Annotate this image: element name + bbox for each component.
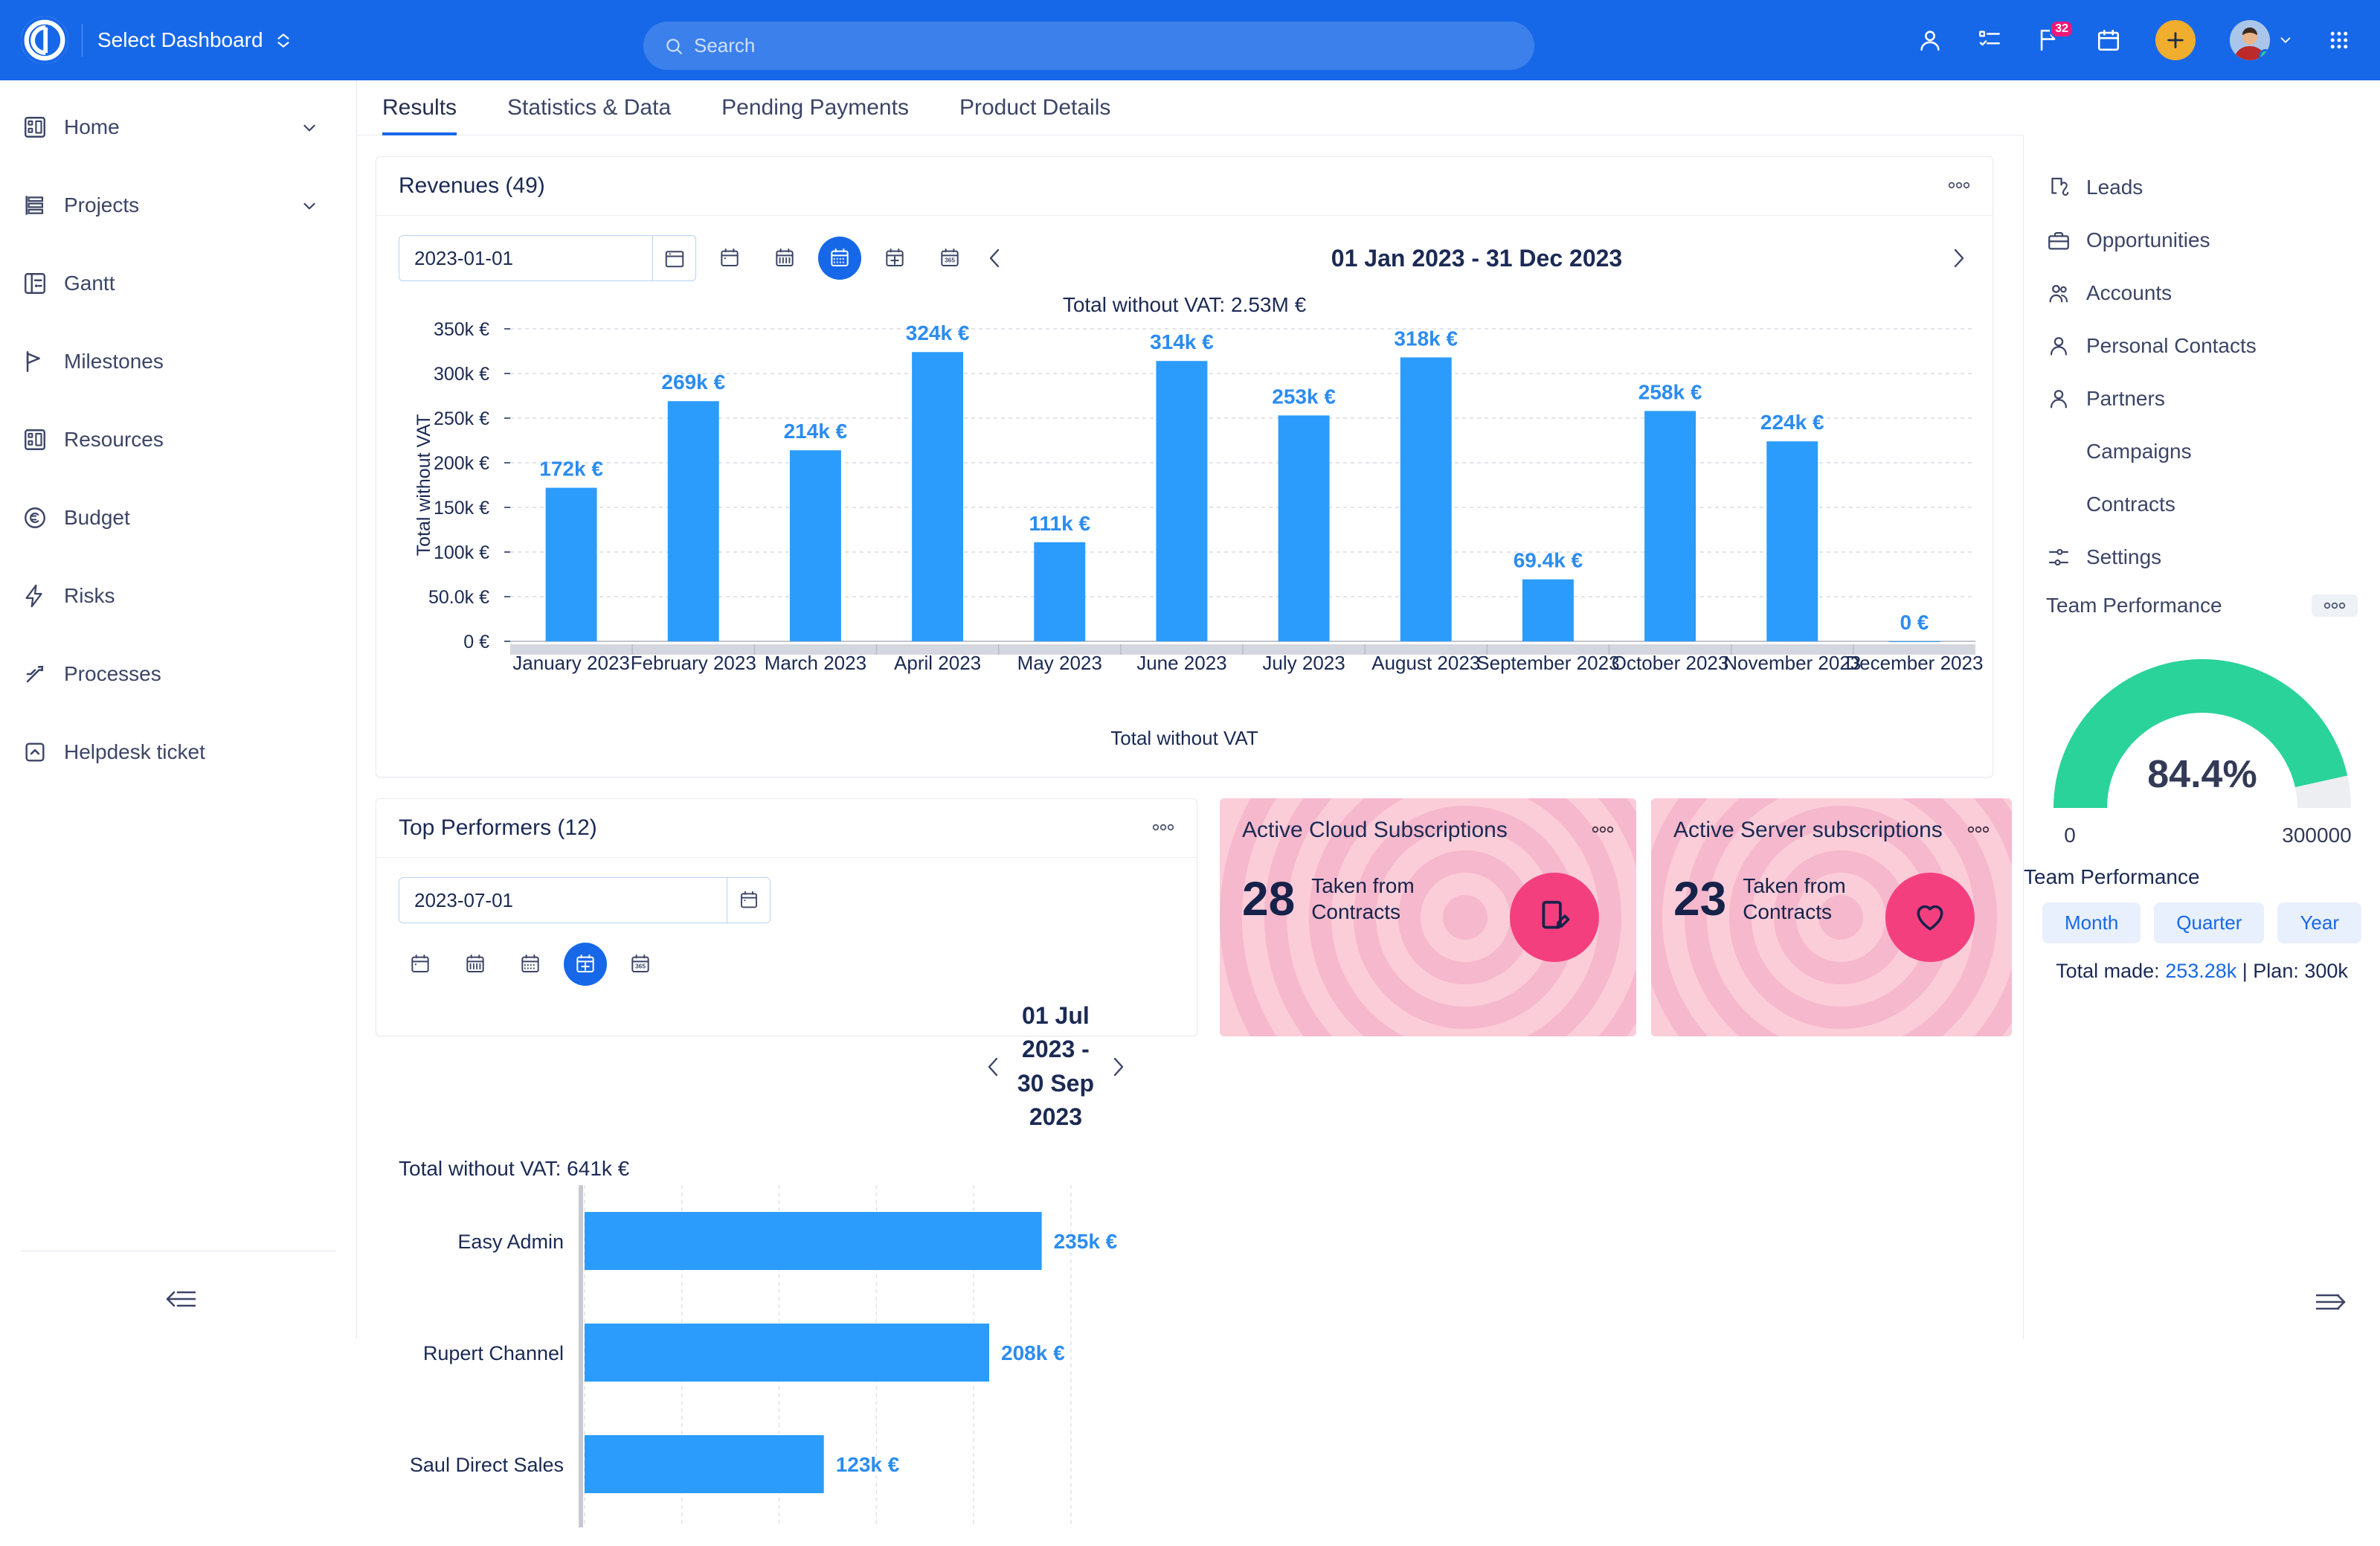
- svg-text:253k €: 253k €: [1272, 385, 1336, 408]
- svg-text:September 2023: September 2023: [1476, 652, 1619, 674]
- svg-text:314k €: 314k €: [1150, 330, 1214, 353]
- svg-text:250k €: 250k €: [434, 408, 489, 429]
- svg-text:Saul Direct Sales: Saul Direct Sales: [410, 1454, 564, 1476]
- svg-text:208k €: 208k €: [1001, 1341, 1065, 1364]
- svg-text:235k €: 235k €: [1054, 1230, 1118, 1253]
- svg-text:365: 365: [945, 257, 955, 264]
- svg-text:258k €: 258k €: [1638, 380, 1702, 403]
- svg-text:August 2023: August 2023: [1371, 652, 1480, 674]
- svg-text:50.0k €: 50.0k €: [428, 587, 489, 608]
- svg-text:October 2023: October 2023: [1612, 652, 1729, 674]
- svg-text:April 2023: April 2023: [894, 652, 981, 674]
- svg-text:June 2023: June 2023: [1136, 652, 1226, 674]
- svg-text:0 €: 0 €: [463, 632, 489, 652]
- svg-text:300000: 300000: [2282, 824, 2351, 847]
- svg-text:February 2023: February 2023: [631, 652, 756, 674]
- svg-text:365: 365: [635, 963, 646, 970]
- svg-text:July 2023: July 2023: [1262, 652, 1345, 674]
- svg-text:214k €: 214k €: [784, 420, 848, 443]
- svg-text:324k €: 324k €: [906, 321, 970, 344]
- svg-text:December 2023: December 2023: [1845, 652, 1983, 674]
- svg-text:111k €: 111k €: [1029, 512, 1090, 535]
- svg-text:Total without VAT: Total without VAT: [414, 414, 434, 557]
- svg-text:200k €: 200k €: [434, 453, 489, 474]
- svg-text:May 2023: May 2023: [1017, 652, 1102, 674]
- svg-text:150k €: 150k €: [434, 498, 489, 519]
- svg-text:269k €: 269k €: [661, 371, 725, 394]
- svg-text:Rupert Channel: Rupert Channel: [423, 1342, 564, 1364]
- svg-text:84.4%: 84.4%: [2147, 753, 2257, 796]
- svg-text:0: 0: [2064, 824, 2076, 847]
- svg-text:Easy Admin: Easy Admin: [457, 1231, 564, 1253]
- svg-text:300k €: 300k €: [434, 364, 489, 385]
- svg-text:November 2023: November 2023: [1723, 652, 1861, 674]
- svg-text:March 2023: March 2023: [765, 652, 866, 674]
- svg-text:123k €: 123k €: [836, 1453, 900, 1476]
- svg-text:69.4k €: 69.4k €: [1514, 549, 1583, 572]
- svg-text:350k €: 350k €: [434, 321, 489, 340]
- svg-text:0 €: 0 €: [1900, 611, 1929, 634]
- svg-text:January 2023: January 2023: [512, 652, 630, 674]
- svg-text:318k €: 318k €: [1394, 327, 1458, 350]
- svg-text:100k €: 100k €: [434, 542, 489, 563]
- svg-text:224k €: 224k €: [1760, 411, 1824, 434]
- svg-text:172k €: 172k €: [539, 458, 603, 481]
